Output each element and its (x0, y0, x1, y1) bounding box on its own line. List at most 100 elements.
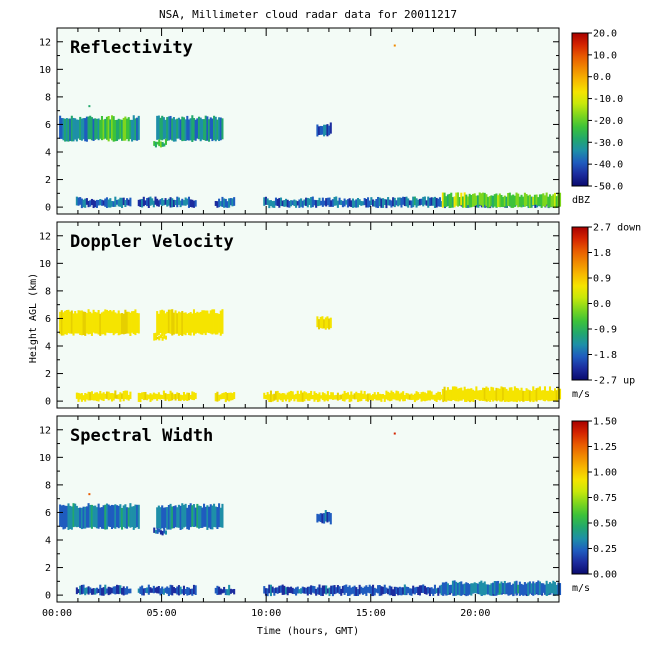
data-cell-upper-cloud (87, 503, 90, 528)
data-cell-low-cloud (276, 587, 279, 594)
data-cell-upper-cloud (179, 505, 182, 530)
data-cell-low-cloud (114, 586, 117, 595)
data-cell-low-cloud (126, 390, 129, 400)
data-cell-low-cloud (89, 587, 92, 594)
data-cell-low-cloud-enhanced (555, 196, 558, 208)
data-cell-upper-cloud (159, 507, 162, 530)
data-cell-low-cloud (298, 199, 301, 208)
data-cell-low-cloud (321, 585, 324, 596)
data-cell-low-cloud-enhanced (500, 195, 503, 207)
data-cell-low-cloud (75, 392, 78, 399)
data-cell-low-cloud-enhanced (547, 196, 550, 208)
data-cell-low-cloud-enhanced (552, 390, 555, 400)
data-cell-low-cloud (340, 200, 343, 206)
data-cell-low-cloud (356, 589, 360, 596)
data-cell-upper-cloud (171, 309, 174, 336)
data-cell-low-cloud (427, 196, 430, 208)
data-cell-low-cloud-enhanced (527, 582, 530, 596)
y-tick-label: 12 (39, 37, 51, 48)
data-cell-low-cloud (228, 198, 231, 208)
data-cell-upper-cloud (60, 118, 63, 139)
data-cell-upper-cloud (104, 504, 107, 530)
data-cell-low-cloud-enhanced (503, 580, 506, 594)
data-cell-low-cloud (425, 200, 428, 206)
data-cell-low-cloud (425, 587, 428, 595)
data-cell-low-cloud (383, 395, 386, 402)
data-cell-low-cloud (279, 393, 283, 401)
data-cell-upper-cloud (219, 117, 222, 141)
data-cell-low-cloud (301, 586, 304, 594)
data-cell-upper-cloud (121, 313, 124, 334)
data-cell-low-cloud (157, 200, 160, 207)
data-cell-low-cloud (295, 587, 298, 596)
data-cell-low-cloud-enhanced (456, 583, 459, 595)
data-cell-low-cloud-enhanced (495, 387, 498, 401)
data-cell-upper-cloud (208, 119, 211, 142)
data-cell-upper-cloud (64, 118, 67, 142)
data-cell-low-cloud (129, 197, 132, 207)
data-cell-low-cloud (378, 393, 381, 401)
data-cell-low-cloud (186, 587, 189, 596)
data-cell-low-cloud (154, 196, 157, 205)
data-cell-small-echo (324, 510, 327, 522)
data-cell-low-cloud (157, 586, 160, 594)
data-cell-low-cloud (266, 198, 269, 205)
data-cell-upper-cloud (218, 503, 221, 528)
data-cell-mid-cloud (153, 333, 156, 341)
data-cell-low-cloud (338, 197, 341, 205)
data-cell-low-cloud (310, 197, 313, 208)
data-cell-upper-cloud (92, 505, 95, 527)
data-cell-low-cloud (296, 201, 299, 206)
data-cell-small-echo (328, 318, 331, 330)
data-cell-low-cloud (290, 200, 293, 207)
data-cell-low-cloud-enhanced (557, 192, 560, 208)
data-cell-low-cloud-enhanced (559, 192, 562, 207)
data-cell-low-cloud (263, 197, 266, 206)
data-cell-low-cloud-enhanced (495, 581, 498, 596)
data-cell-upper-cloud (213, 115, 216, 141)
data-cell-low-cloud-enhanced (458, 388, 461, 400)
data-cell-upper-cloud (206, 310, 209, 333)
data-cell-low-cloud-enhanced (540, 194, 543, 208)
data-cell-low-cloud (87, 200, 90, 208)
data-cell-low-cloud (363, 391, 366, 399)
data-cell-upper-cloud (196, 503, 199, 528)
data-cell-low-cloud (343, 390, 346, 402)
data-cell-upper-cloud (107, 116, 110, 142)
data-cell-small-echo (319, 125, 322, 135)
data-cell-low-cloud-enhanced (513, 386, 516, 402)
data-cell-low-cloud (161, 586, 164, 594)
colorbar-tick-label: 1.25 (593, 442, 617, 453)
data-cell-upper-cloud (174, 505, 177, 528)
data-cell-low-cloud-enhanced (483, 192, 486, 205)
data-cell-low-cloud (321, 197, 324, 207)
data-cell-upper-cloud (134, 118, 137, 141)
data-cell-low-cloud (271, 586, 274, 593)
data-cell-small-echo (323, 319, 326, 329)
data-cell-low-cloud-enhanced (525, 194, 528, 206)
data-cell-low-cloud-enhanced (497, 388, 500, 400)
data-cell-low-cloud (75, 196, 78, 206)
data-cell-low-cloud (182, 392, 185, 401)
data-cell-low-cloud-enhanced (480, 193, 483, 206)
data-cell-low-cloud (433, 196, 436, 208)
data-cell-upper-cloud (104, 309, 107, 336)
data-cell-low-cloud (229, 588, 232, 594)
x-axis-label: Time (hours, GMT) (257, 626, 359, 637)
data-cell-upper-cloud (114, 312, 117, 334)
data-cell-low-cloud (358, 584, 361, 595)
data-cell-low-cloud (422, 196, 425, 207)
data-cell-upper-cloud (169, 309, 172, 334)
data-cell-upper-cloud (214, 313, 217, 335)
data-cell-low-cloud (372, 584, 375, 597)
data-cell-low-cloud (315, 392, 318, 400)
data-cell-low-cloud (353, 393, 356, 400)
data-cell-low-cloud (223, 392, 226, 399)
data-cell-low-cloud (181, 395, 184, 400)
data-cell-low-cloud-enhanced (443, 192, 446, 207)
data-cell-low-cloud (187, 196, 191, 208)
data-cell-low-cloud (360, 586, 363, 594)
data-cell-upper-cloud (201, 310, 204, 335)
data-cell-low-cloud (169, 197, 172, 208)
data-cell-low-cloud (428, 197, 431, 206)
